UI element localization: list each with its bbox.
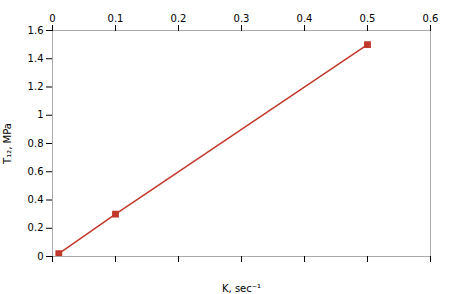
svg-text:0: 0: [37, 251, 43, 262]
svg-text:0.3: 0.3: [234, 13, 250, 24]
svg-text:1: 1: [37, 109, 43, 120]
svg-text:0: 0: [49, 13, 55, 24]
svg-text:0.4: 0.4: [28, 194, 44, 205]
svg-text:0.6: 0.6: [28, 166, 44, 177]
svg-text:0.1: 0.1: [108, 13, 124, 24]
svg-text:1.2: 1.2: [28, 81, 44, 92]
svg-text:0.8: 0.8: [28, 138, 44, 149]
svg-text:1.4: 1.4: [28, 53, 44, 64]
svg-text:0.4: 0.4: [297, 13, 313, 24]
svg-text:0.2: 0.2: [171, 13, 187, 24]
svg-text:0.5: 0.5: [360, 13, 376, 24]
svg-text:T₁₂, MPa: T₁₂, MPa: [2, 123, 13, 165]
svg-text:K, sec⁻¹: K, sec⁻¹: [222, 283, 261, 294]
svg-text:0.6: 0.6: [423, 13, 439, 24]
svg-text:1.6: 1.6: [28, 25, 44, 36]
svg-text:0.2: 0.2: [28, 222, 44, 233]
